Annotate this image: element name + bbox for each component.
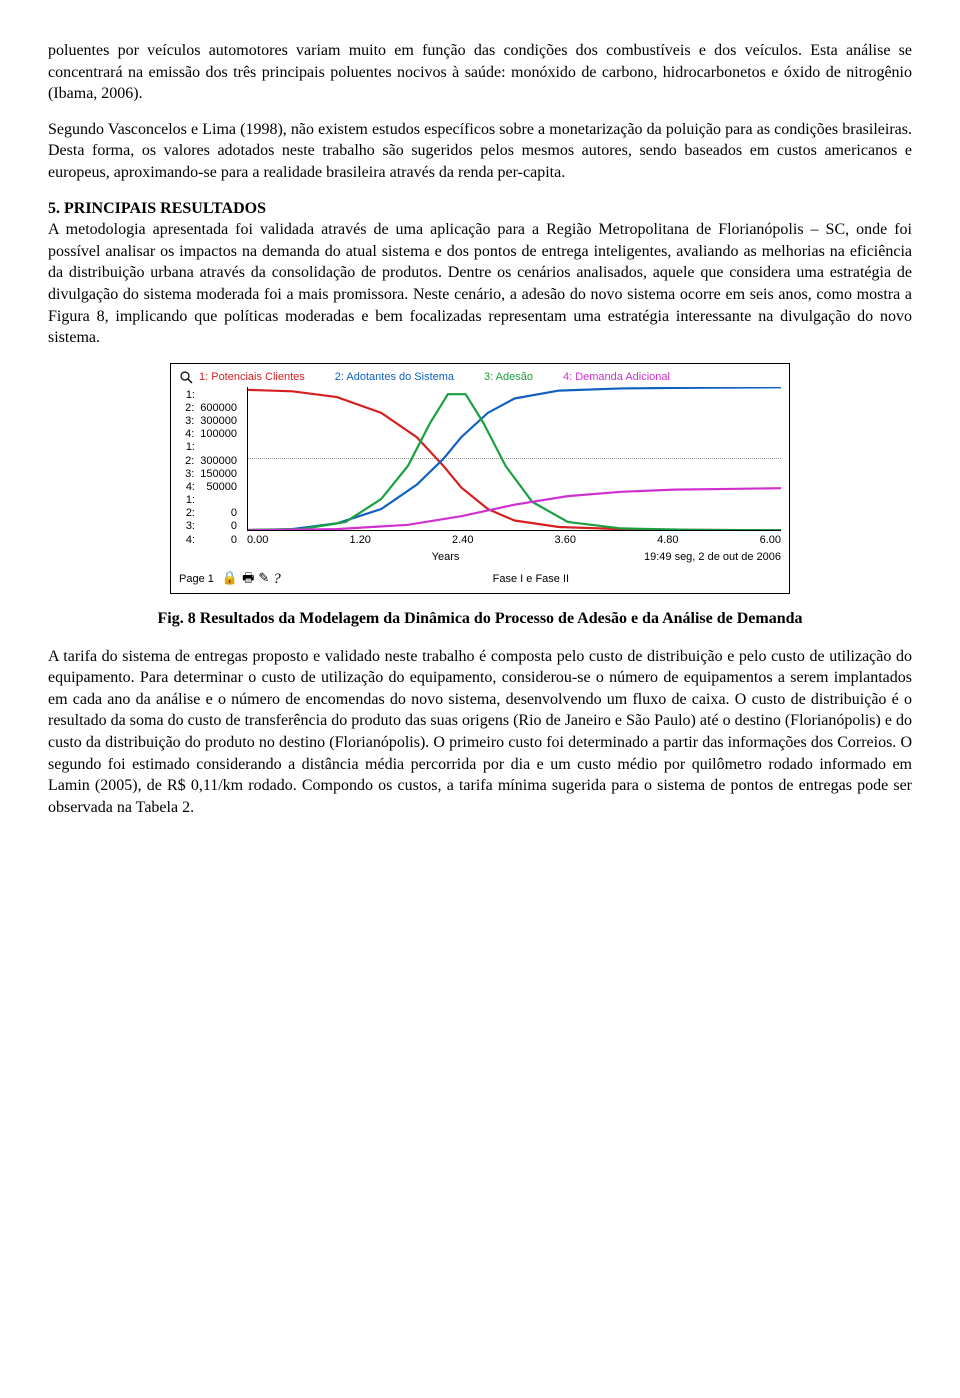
series-line-s2	[248, 387, 781, 530]
chart-x-ticks: 0.00 1.20 2.40 3.60 4.80 6.00	[247, 533, 781, 548]
paragraph-4: A tarifa do sistema de entregas proposto…	[48, 646, 912, 819]
help-icon: ?	[273, 569, 281, 589]
x-tick: 2.40	[452, 533, 473, 548]
x-tick: 1.20	[350, 533, 371, 548]
series-line-s1	[248, 389, 781, 529]
chart-search-icon	[179, 370, 193, 384]
x-tick: 0.00	[247, 533, 268, 548]
chart-footer: Years 19:49 seg, 2 de out de 2006	[247, 550, 781, 565]
figure-8-chart: 1: Potenciais Clientes 2: Adotantes do Si…	[170, 363, 790, 594]
x-tick: 4.80	[657, 533, 678, 548]
chart-phase-label: Fase I e Fase II	[493, 572, 569, 587]
print-icon: 🖶	[242, 569, 254, 589]
series-line-s3	[248, 394, 781, 530]
figure-8-caption: Fig. 8 Resultados da Modelagem da Dinâmi…	[48, 608, 912, 630]
x-tick: 3.60	[555, 533, 576, 548]
y-label-block: 1:2:03:04:0	[179, 494, 237, 547]
section-5-number: 5.	[48, 200, 60, 217]
section-5-body: A metodologia apresentada foi validada a…	[48, 221, 912, 346]
legend-item-2: 2: Adotantes do Sistema	[335, 370, 454, 385]
chart-timestamp: 19:49 seg, 2 de out de 2006	[644, 550, 781, 565]
paragraph-1: poluentes por veículos automotores varia…	[48, 40, 912, 105]
wand-icon: ✎	[258, 569, 269, 589]
x-tick: 6.00	[760, 533, 781, 548]
chart-y-labels: 1:2:6000003:3000004:1000001:2:3000003:15…	[179, 387, 237, 565]
section-5-paragraph: 5. PRINCIPAIS RESULTADOS A metodologia a…	[48, 198, 912, 349]
y-label-block: 1:2:3000003:1500004:50000	[179, 441, 237, 494]
chart-toolbar-icons: 🔒 🖶 ✎ ?	[222, 569, 281, 589]
section-5-title: PRINCIPAIS RESULTADOS	[64, 200, 266, 217]
chart-x-axis-label: Years	[432, 550, 460, 565]
lock-icon: 🔒	[222, 569, 238, 589]
legend-item-3: 3: Adesão	[484, 370, 533, 385]
chart-page-label: Page 1	[179, 572, 214, 587]
chart-plot-area	[247, 387, 781, 532]
legend-item-4: 4: Demanda Adicional	[563, 370, 670, 385]
legend-item-1: 1: Potenciais Clientes	[199, 370, 305, 385]
chart-legend: 1: Potenciais Clientes 2: Adotantes do Si…	[179, 370, 781, 385]
paragraph-2: Segundo Vasconcelos e Lima (1998), não e…	[48, 119, 912, 184]
y-label-block: 1:2:6000003:3000004:100000	[179, 389, 237, 442]
